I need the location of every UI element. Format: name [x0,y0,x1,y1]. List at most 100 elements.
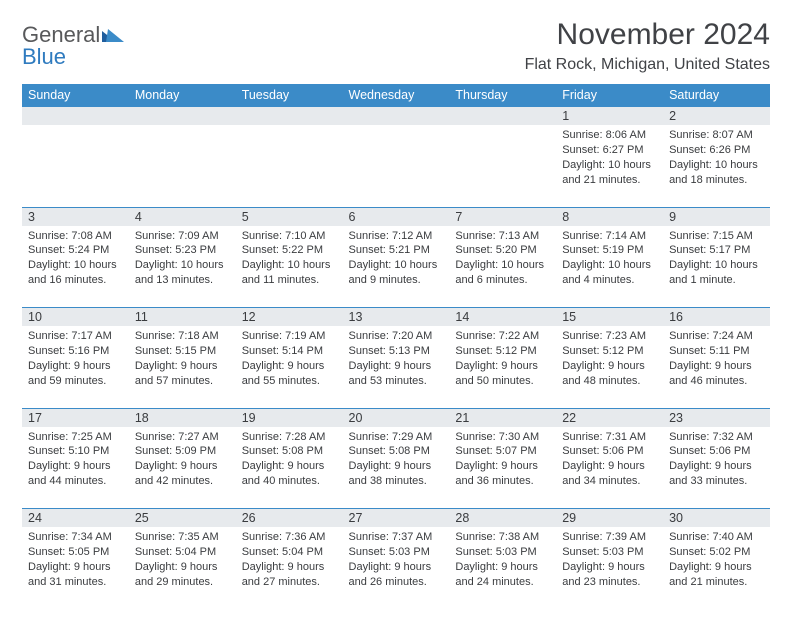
day-cell: Sunrise: 7:28 AMSunset: 5:08 PMDaylight:… [236,427,343,509]
day-content-row: Sunrise: 8:06 AMSunset: 6:27 PMDaylight:… [22,125,770,207]
sunset-text: Sunset: 5:14 PM [242,344,337,359]
col-saturday: Saturday [663,84,770,107]
day-number: 9 [663,207,770,226]
day-content: Sunrise: 7:30 AMSunset: 5:07 PMDaylight:… [449,427,556,493]
sunset-text: Sunset: 5:09 PM [135,444,230,459]
day-content: Sunrise: 7:15 AMSunset: 5:17 PMDaylight:… [663,226,770,292]
daylight-text: Daylight: 9 hours and 23 minutes. [562,560,657,590]
sunset-text: Sunset: 5:08 PM [349,444,444,459]
day-number: 14 [449,308,556,327]
sunrise-text: Sunrise: 7:39 AM [562,530,657,545]
daylight-text: Daylight: 9 hours and 42 minutes. [135,459,230,489]
sunset-text: Sunset: 5:17 PM [669,243,764,258]
daylight-text: Daylight: 10 hours and 4 minutes. [562,258,657,288]
day-number: 20 [343,408,450,427]
sunset-text: Sunset: 5:13 PM [349,344,444,359]
sunrise-text: Sunrise: 7:32 AM [669,430,764,445]
day-number [449,107,556,126]
sunrise-text: Sunrise: 7:09 AM [135,229,230,244]
day-cell: Sunrise: 7:09 AMSunset: 5:23 PMDaylight:… [129,226,236,308]
sunrise-text: Sunrise: 8:07 AM [669,128,764,143]
day-number: 23 [663,408,770,427]
header: General Blue November 2024 Flat Rock, Mi… [22,18,770,74]
logo: General Blue [22,24,124,68]
title-block: November 2024 Flat Rock, Michigan, Unite… [525,18,770,74]
day-content-row: Sunrise: 7:34 AMSunset: 5:05 PMDaylight:… [22,527,770,609]
day-cell: Sunrise: 7:15 AMSunset: 5:17 PMDaylight:… [663,226,770,308]
day-number: 29 [556,509,663,528]
daylight-text: Daylight: 9 hours and 50 minutes. [455,359,550,389]
day-cell: Sunrise: 7:10 AMSunset: 5:22 PMDaylight:… [236,226,343,308]
day-cell: Sunrise: 7:22 AMSunset: 5:12 PMDaylight:… [449,326,556,408]
day-number: 22 [556,408,663,427]
day-number: 13 [343,308,450,327]
sunrise-text: Sunrise: 7:31 AM [562,430,657,445]
sunset-text: Sunset: 5:06 PM [562,444,657,459]
sunset-text: Sunset: 5:03 PM [562,545,657,560]
day-content: Sunrise: 7:37 AMSunset: 5:03 PMDaylight:… [343,527,450,593]
day-content: Sunrise: 7:12 AMSunset: 5:21 PMDaylight:… [343,226,450,292]
day-cell: Sunrise: 7:23 AMSunset: 5:12 PMDaylight:… [556,326,663,408]
day-content: Sunrise: 7:29 AMSunset: 5:08 PMDaylight:… [343,427,450,493]
day-content: Sunrise: 7:17 AMSunset: 5:16 PMDaylight:… [22,326,129,392]
daylight-text: Daylight: 9 hours and 55 minutes. [242,359,337,389]
daylight-text: Daylight: 9 hours and 40 minutes. [242,459,337,489]
day-content: Sunrise: 7:34 AMSunset: 5:05 PMDaylight:… [22,527,129,593]
daylight-text: Daylight: 9 hours and 59 minutes. [28,359,123,389]
sunrise-text: Sunrise: 7:40 AM [669,530,764,545]
logo-line2: Blue [22,44,66,69]
day-content: Sunrise: 7:40 AMSunset: 5:02 PMDaylight:… [663,527,770,593]
sunrise-text: Sunrise: 7:35 AM [135,530,230,545]
month-title: November 2024 [525,18,770,52]
day-content: Sunrise: 7:23 AMSunset: 5:12 PMDaylight:… [556,326,663,392]
day-content: Sunrise: 7:22 AMSunset: 5:12 PMDaylight:… [449,326,556,392]
day-content: Sunrise: 7:28 AMSunset: 5:08 PMDaylight:… [236,427,343,493]
day-cell: Sunrise: 7:17 AMSunset: 5:16 PMDaylight:… [22,326,129,408]
day-content: Sunrise: 7:39 AMSunset: 5:03 PMDaylight:… [556,527,663,593]
col-tuesday: Tuesday [236,84,343,107]
daylight-text: Daylight: 9 hours and 29 minutes. [135,560,230,590]
daylight-text: Daylight: 9 hours and 46 minutes. [669,359,764,389]
daylight-text: Daylight: 9 hours and 53 minutes. [349,359,444,389]
calendar-table: Sunday Monday Tuesday Wednesday Thursday… [22,84,770,609]
day-number: 26 [236,509,343,528]
daylight-text: Daylight: 9 hours and 33 minutes. [669,459,764,489]
sunset-text: Sunset: 5:22 PM [242,243,337,258]
day-cell: Sunrise: 7:27 AMSunset: 5:09 PMDaylight:… [129,427,236,509]
day-content-row: Sunrise: 7:25 AMSunset: 5:10 PMDaylight:… [22,427,770,509]
day-cell: Sunrise: 7:36 AMSunset: 5:04 PMDaylight:… [236,527,343,609]
day-content: Sunrise: 7:38 AMSunset: 5:03 PMDaylight:… [449,527,556,593]
day-cell: Sunrise: 7:30 AMSunset: 5:07 PMDaylight:… [449,427,556,509]
daylight-text: Daylight: 10 hours and 21 minutes. [562,158,657,188]
day-content: Sunrise: 7:31 AMSunset: 5:06 PMDaylight:… [556,427,663,493]
sunrise-text: Sunrise: 7:08 AM [28,229,123,244]
sunset-text: Sunset: 5:20 PM [455,243,550,258]
day-cell: Sunrise: 7:08 AMSunset: 5:24 PMDaylight:… [22,226,129,308]
daylight-text: Daylight: 9 hours and 27 minutes. [242,560,337,590]
page: General Blue November 2024 Flat Rock, Mi… [0,0,792,619]
sunrise-text: Sunrise: 7:14 AM [562,229,657,244]
day-number: 30 [663,509,770,528]
day-cell: Sunrise: 7:12 AMSunset: 5:21 PMDaylight:… [343,226,450,308]
sunrise-text: Sunrise: 8:06 AM [562,128,657,143]
sunrise-text: Sunrise: 7:23 AM [562,329,657,344]
day-content: Sunrise: 7:25 AMSunset: 5:10 PMDaylight:… [22,427,129,493]
daylight-text: Daylight: 10 hours and 13 minutes. [135,258,230,288]
day-cell [449,125,556,207]
day-number [236,107,343,126]
day-content: Sunrise: 8:07 AMSunset: 6:26 PMDaylight:… [663,125,770,191]
day-content: Sunrise: 8:06 AMSunset: 6:27 PMDaylight:… [556,125,663,191]
sunset-text: Sunset: 5:10 PM [28,444,123,459]
day-number: 16 [663,308,770,327]
daylight-text: Daylight: 9 hours and 44 minutes. [28,459,123,489]
col-friday: Friday [556,84,663,107]
day-cell: Sunrise: 7:34 AMSunset: 5:05 PMDaylight:… [22,527,129,609]
sunset-text: Sunset: 6:27 PM [562,143,657,158]
day-cell: Sunrise: 7:18 AMSunset: 5:15 PMDaylight:… [129,326,236,408]
col-wednesday: Wednesday [343,84,450,107]
day-cell: Sunrise: 7:31 AMSunset: 5:06 PMDaylight:… [556,427,663,509]
daynum-row: 10111213141516 [22,308,770,327]
sunset-text: Sunset: 5:02 PM [669,545,764,560]
day-number: 27 [343,509,450,528]
day-cell: Sunrise: 7:38 AMSunset: 5:03 PMDaylight:… [449,527,556,609]
